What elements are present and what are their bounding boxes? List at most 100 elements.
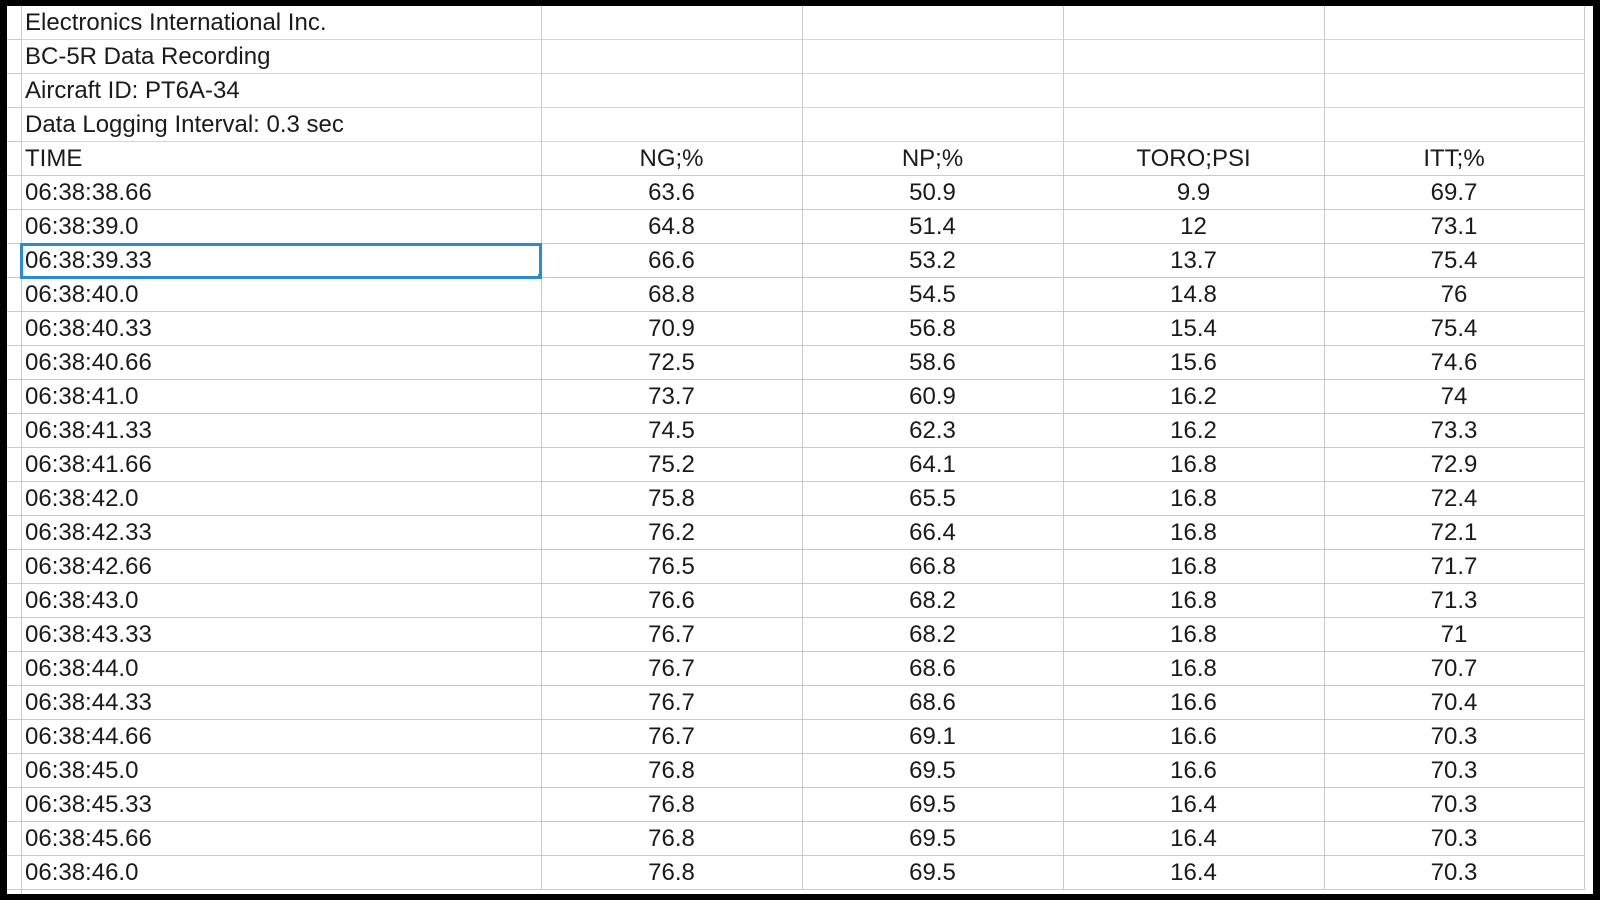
cell-itt[interactable]: 70.3 — [1324, 821, 1585, 856]
header-cell-ng[interactable]: NG;% — [541, 141, 803, 176]
cell-toro[interactable]: 16.6 — [1063, 753, 1325, 788]
cell-time[interactable]: 06:38:38.66 — [21, 175, 542, 210]
cell-toro[interactable]: 14.8 — [1063, 277, 1325, 312]
header-cell-np[interactable]: NP;% — [802, 141, 1064, 176]
cell-itt[interactable]: 71.3 — [1324, 583, 1585, 618]
cell-time[interactable]: 06:38:46.0 — [21, 855, 542, 890]
cell-toro[interactable]: 16.8 — [1063, 651, 1325, 686]
cell-toro[interactable]: 16.8 — [1063, 583, 1325, 618]
empty-cell[interactable] — [802, 39, 1064, 74]
empty-cell[interactable] — [1324, 39, 1585, 74]
cell-time[interactable]: 06:38:42.66 — [21, 549, 542, 584]
cell-time[interactable]: 06:38:41.0 — [21, 379, 542, 414]
cell-ng[interactable]: 76.7 — [541, 685, 803, 720]
empty-cell[interactable] — [1324, 6, 1585, 40]
cell-toro[interactable]: 16.4 — [1063, 855, 1325, 890]
cell-ng[interactable]: 76.2 — [541, 515, 803, 550]
cell-ng[interactable]: 76.5 — [541, 549, 803, 584]
cell-ng[interactable]: 76.8 — [541, 787, 803, 822]
cell-ng[interactable]: 76.7 — [541, 617, 803, 652]
cell-np[interactable]: 68.2 — [802, 583, 1064, 618]
cell-time[interactable]: 06:38:41.33 — [21, 413, 542, 448]
cell-np[interactable]: 69.1 — [802, 719, 1064, 754]
cell-itt[interactable]: 73.1 — [1324, 209, 1585, 244]
selected-cell[interactable]: 06:38:39.33 — [20, 242, 542, 279]
info-cell[interactable]: Aircraft ID: PT6A-34 — [21, 73, 542, 108]
cell-toro[interactable]: 16.8 — [1063, 617, 1325, 652]
cell-toro[interactable]: 15.4 — [1063, 311, 1325, 346]
cell-itt[interactable]: 70.3 — [1324, 753, 1585, 788]
empty-cell[interactable] — [541, 39, 803, 74]
empty-cell[interactable] — [541, 73, 803, 108]
cell-ng[interactable]: 76.8 — [541, 821, 803, 856]
empty-cell[interactable] — [1063, 39, 1325, 74]
cell-toro[interactable]: 16.8 — [1063, 447, 1325, 482]
cell-itt[interactable]: 70.3 — [1324, 719, 1585, 754]
cell-time[interactable]: 06:38:45.0 — [21, 753, 542, 788]
cell-time[interactable]: 06:38:40.66 — [21, 345, 542, 380]
cell-ng[interactable]: 74.5 — [541, 413, 803, 448]
empty-cell[interactable] — [802, 6, 1064, 40]
cell-np[interactable]: 66.8 — [802, 549, 1064, 584]
cell-itt[interactable]: 76 — [1324, 277, 1585, 312]
empty-cell[interactable] — [802, 107, 1064, 142]
cell-ng[interactable]: 66.6 — [541, 243, 803, 278]
cell-ng[interactable]: 72.5 — [541, 345, 803, 380]
cell-itt[interactable]: 73.3 — [1324, 413, 1585, 448]
cell-time[interactable]: 06:38:41.66 — [21, 447, 542, 482]
cell-itt[interactable]: 72.4 — [1324, 481, 1585, 516]
cell-np[interactable]: 69.5 — [802, 855, 1064, 890]
cell-time[interactable]: 06:38:40.33 — [21, 311, 542, 346]
cell-ng[interactable]: 76.7 — [541, 651, 803, 686]
cell-np[interactable]: 51.4 — [802, 209, 1064, 244]
cell-itt[interactable]: 72.1 — [1324, 515, 1585, 550]
cell-time[interactable]: 06:38:43.33 — [21, 617, 542, 652]
empty-cell[interactable] — [1063, 6, 1325, 40]
cell-time[interactable]: 06:38:39.0 — [21, 209, 542, 244]
cell-ng[interactable]: 76.7 — [541, 719, 803, 754]
cell-np[interactable]: 58.6 — [802, 345, 1064, 380]
cell-itt[interactable]: 74 — [1324, 379, 1585, 414]
cell-time[interactable]: 06:38:42.33 — [21, 515, 542, 550]
info-cell[interactable]: Data Logging Interval: 0.3 sec — [21, 107, 542, 142]
cell-np[interactable]: 60.9 — [802, 379, 1064, 414]
cell-itt[interactable]: 71 — [1324, 617, 1585, 652]
cell-time[interactable]: 06:38:44.33 — [21, 685, 542, 720]
cell-np[interactable]: 68.2 — [802, 617, 1064, 652]
cell-np[interactable]: 65.5 — [802, 481, 1064, 516]
cell-np[interactable]: 50.9 — [802, 175, 1064, 210]
cell-ng[interactable]: 63.6 — [541, 175, 803, 210]
cell-np[interactable]: 68.6 — [802, 685, 1064, 720]
cell-np[interactable]: 69.5 — [802, 787, 1064, 822]
cell-itt[interactable]: 70.3 — [1324, 855, 1585, 890]
cell-toro[interactable]: 15.6 — [1063, 345, 1325, 380]
cell-np[interactable]: 56.8 — [802, 311, 1064, 346]
empty-cell[interactable] — [541, 6, 803, 40]
empty-cell[interactable] — [541, 107, 803, 142]
cell-time[interactable]: 06:38:43.0 — [21, 583, 542, 618]
empty-cell[interactable] — [1324, 73, 1585, 108]
cell-time[interactable]: 06:38:45.66 — [21, 821, 542, 856]
header-cell-time[interactable]: TIME — [21, 141, 542, 176]
empty-cell[interactable] — [1063, 107, 1325, 142]
cell-time[interactable]: 06:38:45.33 — [21, 787, 542, 822]
info-cell[interactable]: Electronics International Inc. — [21, 6, 542, 40]
info-cell[interactable]: BC-5R Data Recording — [21, 39, 542, 74]
cell-ng[interactable]: 70.9 — [541, 311, 803, 346]
cell-np[interactable]: 66.4 — [802, 515, 1064, 550]
cell-np[interactable]: 54.5 — [802, 277, 1064, 312]
cell-toro[interactable]: 16.6 — [1063, 719, 1325, 754]
cell-itt[interactable]: 69.7 — [1324, 175, 1585, 210]
cell-itt[interactable]: 70.4 — [1324, 685, 1585, 720]
cell-toro[interactable]: 16.2 — [1063, 413, 1325, 448]
cell-toro[interactable]: 9.9 — [1063, 175, 1325, 210]
cell-ng[interactable]: 76.8 — [541, 855, 803, 890]
cell-ng[interactable]: 76.6 — [541, 583, 803, 618]
cell-toro[interactable]: 13.7 — [1063, 243, 1325, 278]
cell-toro[interactable]: 16.8 — [1063, 549, 1325, 584]
cell-toro[interactable]: 16.4 — [1063, 821, 1325, 856]
cell-toro[interactable]: 16.4 — [1063, 787, 1325, 822]
cell-ng[interactable]: 73.7 — [541, 379, 803, 414]
header-cell-toro[interactable]: TORO;PSI — [1063, 141, 1325, 176]
cell-ng[interactable]: 75.8 — [541, 481, 803, 516]
